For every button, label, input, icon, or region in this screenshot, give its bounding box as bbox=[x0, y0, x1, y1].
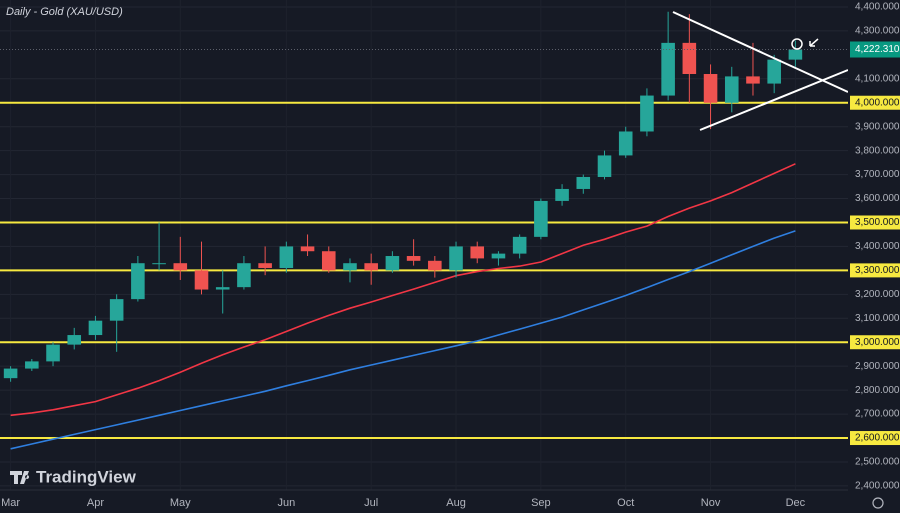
y-tick-label: 4,100.000 bbox=[855, 73, 900, 84]
moving-average bbox=[10, 230, 796, 450]
candle-body bbox=[682, 42, 697, 75]
candle-body bbox=[767, 59, 781, 84]
marker-circle bbox=[791, 38, 803, 50]
moving-average bbox=[10, 163, 796, 417]
candle-body bbox=[788, 49, 803, 60]
level-label-box bbox=[850, 335, 900, 350]
y-tick-label: 2,900.000 bbox=[855, 361, 900, 372]
candle-body bbox=[640, 95, 654, 132]
candle-body bbox=[576, 176, 591, 189]
y-tick-label: 3,300.000 bbox=[855, 265, 900, 276]
y-tick-label: 4,000.000 bbox=[855, 97, 900, 108]
last-price-box bbox=[850, 41, 900, 58]
candle-body bbox=[661, 42, 675, 96]
candle-body bbox=[746, 76, 760, 84]
candle-body bbox=[703, 74, 718, 103]
candle-body bbox=[555, 188, 569, 201]
y-tick-label: 2,500.000 bbox=[855, 457, 900, 468]
y-tick-label: 3,600.000 bbox=[855, 193, 900, 204]
x-tick-label: Apr bbox=[87, 497, 104, 509]
candle-body bbox=[152, 263, 166, 265]
candle-body bbox=[385, 256, 400, 271]
candle-body bbox=[449, 246, 463, 271]
y-tick-label: 3,900.000 bbox=[855, 121, 900, 132]
candle-body bbox=[109, 299, 124, 321]
x-tick-label: Jul bbox=[364, 497, 378, 509]
y-tick-label: 3,200.000 bbox=[855, 289, 900, 300]
candle-body bbox=[491, 253, 506, 259]
candle-body bbox=[724, 76, 739, 103]
candle-body bbox=[321, 251, 336, 271]
x-tick-label: Dec bbox=[786, 497, 806, 509]
x-tick-label: Jun bbox=[277, 497, 295, 509]
candle-body bbox=[512, 236, 527, 254]
y-tick-label: 3,000.000 bbox=[855, 337, 900, 348]
candle-body bbox=[173, 263, 188, 271]
y-tick-label: 3,100.000 bbox=[855, 313, 900, 324]
y-tick-label: 3,400.000 bbox=[855, 241, 900, 252]
y-axis-area bbox=[848, 0, 900, 513]
candle-body bbox=[215, 287, 230, 290]
plot-area bbox=[0, 11, 848, 450]
candle-body bbox=[237, 263, 251, 288]
trendline bbox=[672, 11, 849, 93]
y-tick-label: 4,300.000 bbox=[855, 26, 900, 37]
candle-body bbox=[534, 200, 548, 237]
x-tick-label: Sep bbox=[531, 497, 551, 509]
y-tick-label: 3,500.000 bbox=[855, 217, 900, 228]
logo bbox=[10, 471, 30, 484]
y-tick-label: 2,400.000 bbox=[855, 481, 900, 492]
triangle-drawing bbox=[672, 11, 849, 131]
x-tick-label: Aug bbox=[446, 497, 466, 509]
y-tick-label: 4,400.000 bbox=[855, 2, 900, 13]
candle-body bbox=[470, 246, 485, 259]
y-tick-label: 2,600.000 bbox=[855, 433, 900, 444]
candle-body bbox=[406, 256, 421, 261]
candle-body bbox=[194, 270, 209, 290]
watermark-text: TradingView bbox=[36, 467, 137, 486]
arrow bbox=[809, 38, 819, 47]
last-price-label: 4,222.310 bbox=[855, 44, 900, 55]
level-label-box bbox=[850, 431, 900, 446]
x-tick-label: May bbox=[170, 497, 191, 509]
settings-icon[interactable] bbox=[872, 497, 884, 509]
candle-body bbox=[300, 246, 315, 252]
y-tick-label: 3,700.000 bbox=[855, 169, 900, 180]
candle-body bbox=[46, 344, 60, 362]
y-tick-label: 2,800.000 bbox=[855, 385, 900, 396]
level-label-box bbox=[850, 95, 900, 110]
candle-body bbox=[88, 320, 103, 336]
candle-body bbox=[3, 368, 18, 379]
candle-body bbox=[428, 260, 442, 271]
y-tick-label: 3,800.000 bbox=[855, 145, 900, 156]
trendline bbox=[699, 69, 849, 131]
x-tick-label: Nov bbox=[701, 497, 721, 509]
x-tick-label: Mar bbox=[1, 497, 20, 509]
candle-body bbox=[279, 246, 294, 268]
candle-body bbox=[25, 361, 39, 369]
candle-body bbox=[364, 263, 378, 271]
candle-body bbox=[618, 131, 633, 156]
candle-body bbox=[131, 263, 145, 300]
x-tick-label: Oct bbox=[617, 497, 634, 509]
candle-body bbox=[67, 335, 82, 345]
watermark: TradingView bbox=[10, 467, 137, 486]
level-label-box bbox=[850, 263, 900, 278]
y-tick-label: 2,700.000 bbox=[855, 409, 900, 420]
candle-body bbox=[258, 263, 272, 268]
candle-body bbox=[343, 263, 357, 271]
candle-body bbox=[597, 155, 612, 177]
level-label-box bbox=[850, 215, 900, 230]
chart-title: Daily - Gold (XAU/USD) bbox=[6, 6, 123, 18]
